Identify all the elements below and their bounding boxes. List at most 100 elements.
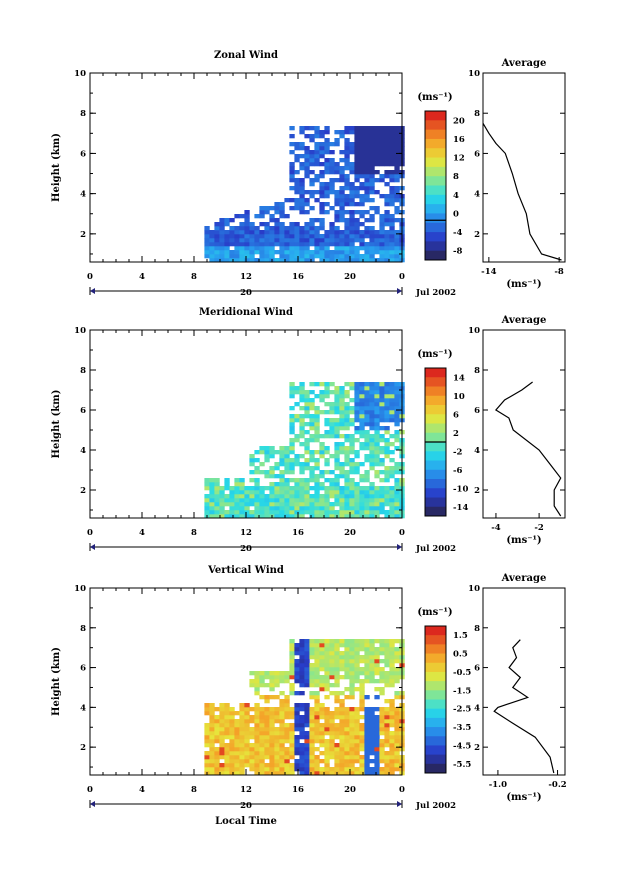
heatmap-cell [294, 715, 300, 720]
heatmap-cell [294, 675, 300, 680]
heatmap-cell [289, 502, 295, 507]
heatmap-cell [359, 659, 365, 664]
heatmap-cell [284, 482, 290, 487]
heatmap-cell [389, 178, 395, 183]
heatmap-cell [394, 735, 400, 740]
heatmap-cell [359, 699, 365, 704]
heatmap-cell [219, 707, 225, 712]
heatmap-cell [209, 510, 215, 515]
heatmap-cell [234, 246, 240, 251]
heatmap-cell [364, 735, 370, 740]
heatmap-cell [374, 450, 380, 455]
heatmap-cell [389, 763, 395, 768]
heatmap-cell [289, 498, 295, 503]
heatmap-cell [304, 502, 310, 507]
heatmap-cell [274, 695, 280, 700]
y-axis-label: Height (km) [51, 647, 62, 716]
heatmap-cell [359, 498, 365, 503]
heatmap-cell [359, 150, 365, 155]
profile-y-tick-label: 6 [474, 149, 480, 159]
heatmap-cell [349, 246, 355, 251]
heatmap-cell [224, 711, 230, 716]
heatmap-cell [289, 246, 295, 251]
heatmap-cell [214, 254, 220, 259]
heatmap-cell [349, 166, 355, 171]
heatmap-cell [279, 723, 285, 728]
heatmap-cell [354, 414, 360, 419]
heatmap-cell [254, 214, 260, 219]
heatmap-cell [329, 494, 335, 499]
heatmap-cell [259, 470, 265, 475]
heatmap-cell [389, 410, 395, 415]
heatmap-cell [369, 126, 375, 131]
heatmap-cell [209, 486, 215, 491]
heatmap-cell [344, 719, 350, 724]
heatmap-cell [294, 514, 300, 519]
heatmap-cell [354, 643, 360, 648]
heatmap-cell [314, 767, 320, 772]
heatmap-cell [264, 470, 270, 475]
heatmap-cell [374, 659, 380, 664]
heatmap-cell [324, 202, 330, 207]
heatmap-cell [239, 214, 245, 219]
heatmap-cell [319, 242, 325, 247]
heatmap-cell [254, 466, 260, 471]
y-tick-label: 2 [80, 486, 86, 496]
heatmap-cell [344, 514, 350, 519]
heatmap-cell [314, 727, 320, 732]
heatmap-cell [384, 174, 390, 179]
heatmap-cell [299, 675, 305, 680]
heatmap-cell [379, 218, 385, 223]
heatmap-cell [289, 651, 295, 656]
heatmap-cell [249, 743, 255, 748]
heatmap-cell [274, 675, 280, 680]
heatmap-cell [264, 450, 270, 455]
heatmap-cell [344, 715, 350, 720]
heatmap-cell [339, 691, 345, 696]
heatmap-cell [204, 711, 210, 716]
heatmap-cell [279, 498, 285, 503]
heatmap-cell [229, 510, 235, 515]
heatmap-cell [229, 723, 235, 728]
heatmap-cell [339, 719, 345, 724]
heatmap-cell [254, 719, 260, 724]
heatmap-cell [354, 382, 360, 387]
heatmap-cell [339, 747, 345, 752]
heatmap-cell [309, 494, 315, 499]
heatmap-cell [309, 767, 315, 772]
heatmap-cell [284, 458, 290, 463]
heatmap-cell [284, 242, 290, 247]
heatmap-cell [274, 498, 280, 503]
heatmap-cell [359, 494, 365, 499]
heatmap-cell [349, 506, 355, 511]
heatmap-cell [289, 414, 295, 419]
heatmap-cell [389, 755, 395, 760]
heatmap-cell [384, 142, 390, 147]
heatmap-cell [294, 659, 300, 664]
heatmap-cell [284, 226, 290, 231]
heatmap-cell [269, 711, 275, 716]
heatmap-cell [384, 719, 390, 724]
heatmap-cell [379, 226, 385, 231]
heatmap-cell [274, 514, 280, 519]
heatmap-cell [239, 250, 245, 255]
heatmap-cell [289, 478, 295, 483]
heatmap-cell [329, 478, 335, 483]
heatmap-cell [394, 747, 400, 752]
heatmap-cell [384, 707, 390, 712]
heatmap-cell [359, 138, 365, 143]
heatmap-cell [369, 410, 375, 415]
heatmap-cell [389, 126, 395, 131]
heatmap-cell [354, 482, 360, 487]
heatmap-cell [309, 414, 315, 419]
heatmap-cell [274, 719, 280, 724]
heatmap-cell [354, 663, 360, 668]
heatmap-cell [369, 130, 375, 135]
heatmap-cell [309, 234, 315, 239]
heatmap-cell [354, 410, 360, 415]
heatmap-cell [249, 258, 255, 263]
heatmap-cell [314, 699, 320, 704]
heatmap-cell [349, 150, 355, 155]
y-axis-label: Height (km) [51, 390, 62, 459]
heatmap-cell [279, 226, 285, 231]
